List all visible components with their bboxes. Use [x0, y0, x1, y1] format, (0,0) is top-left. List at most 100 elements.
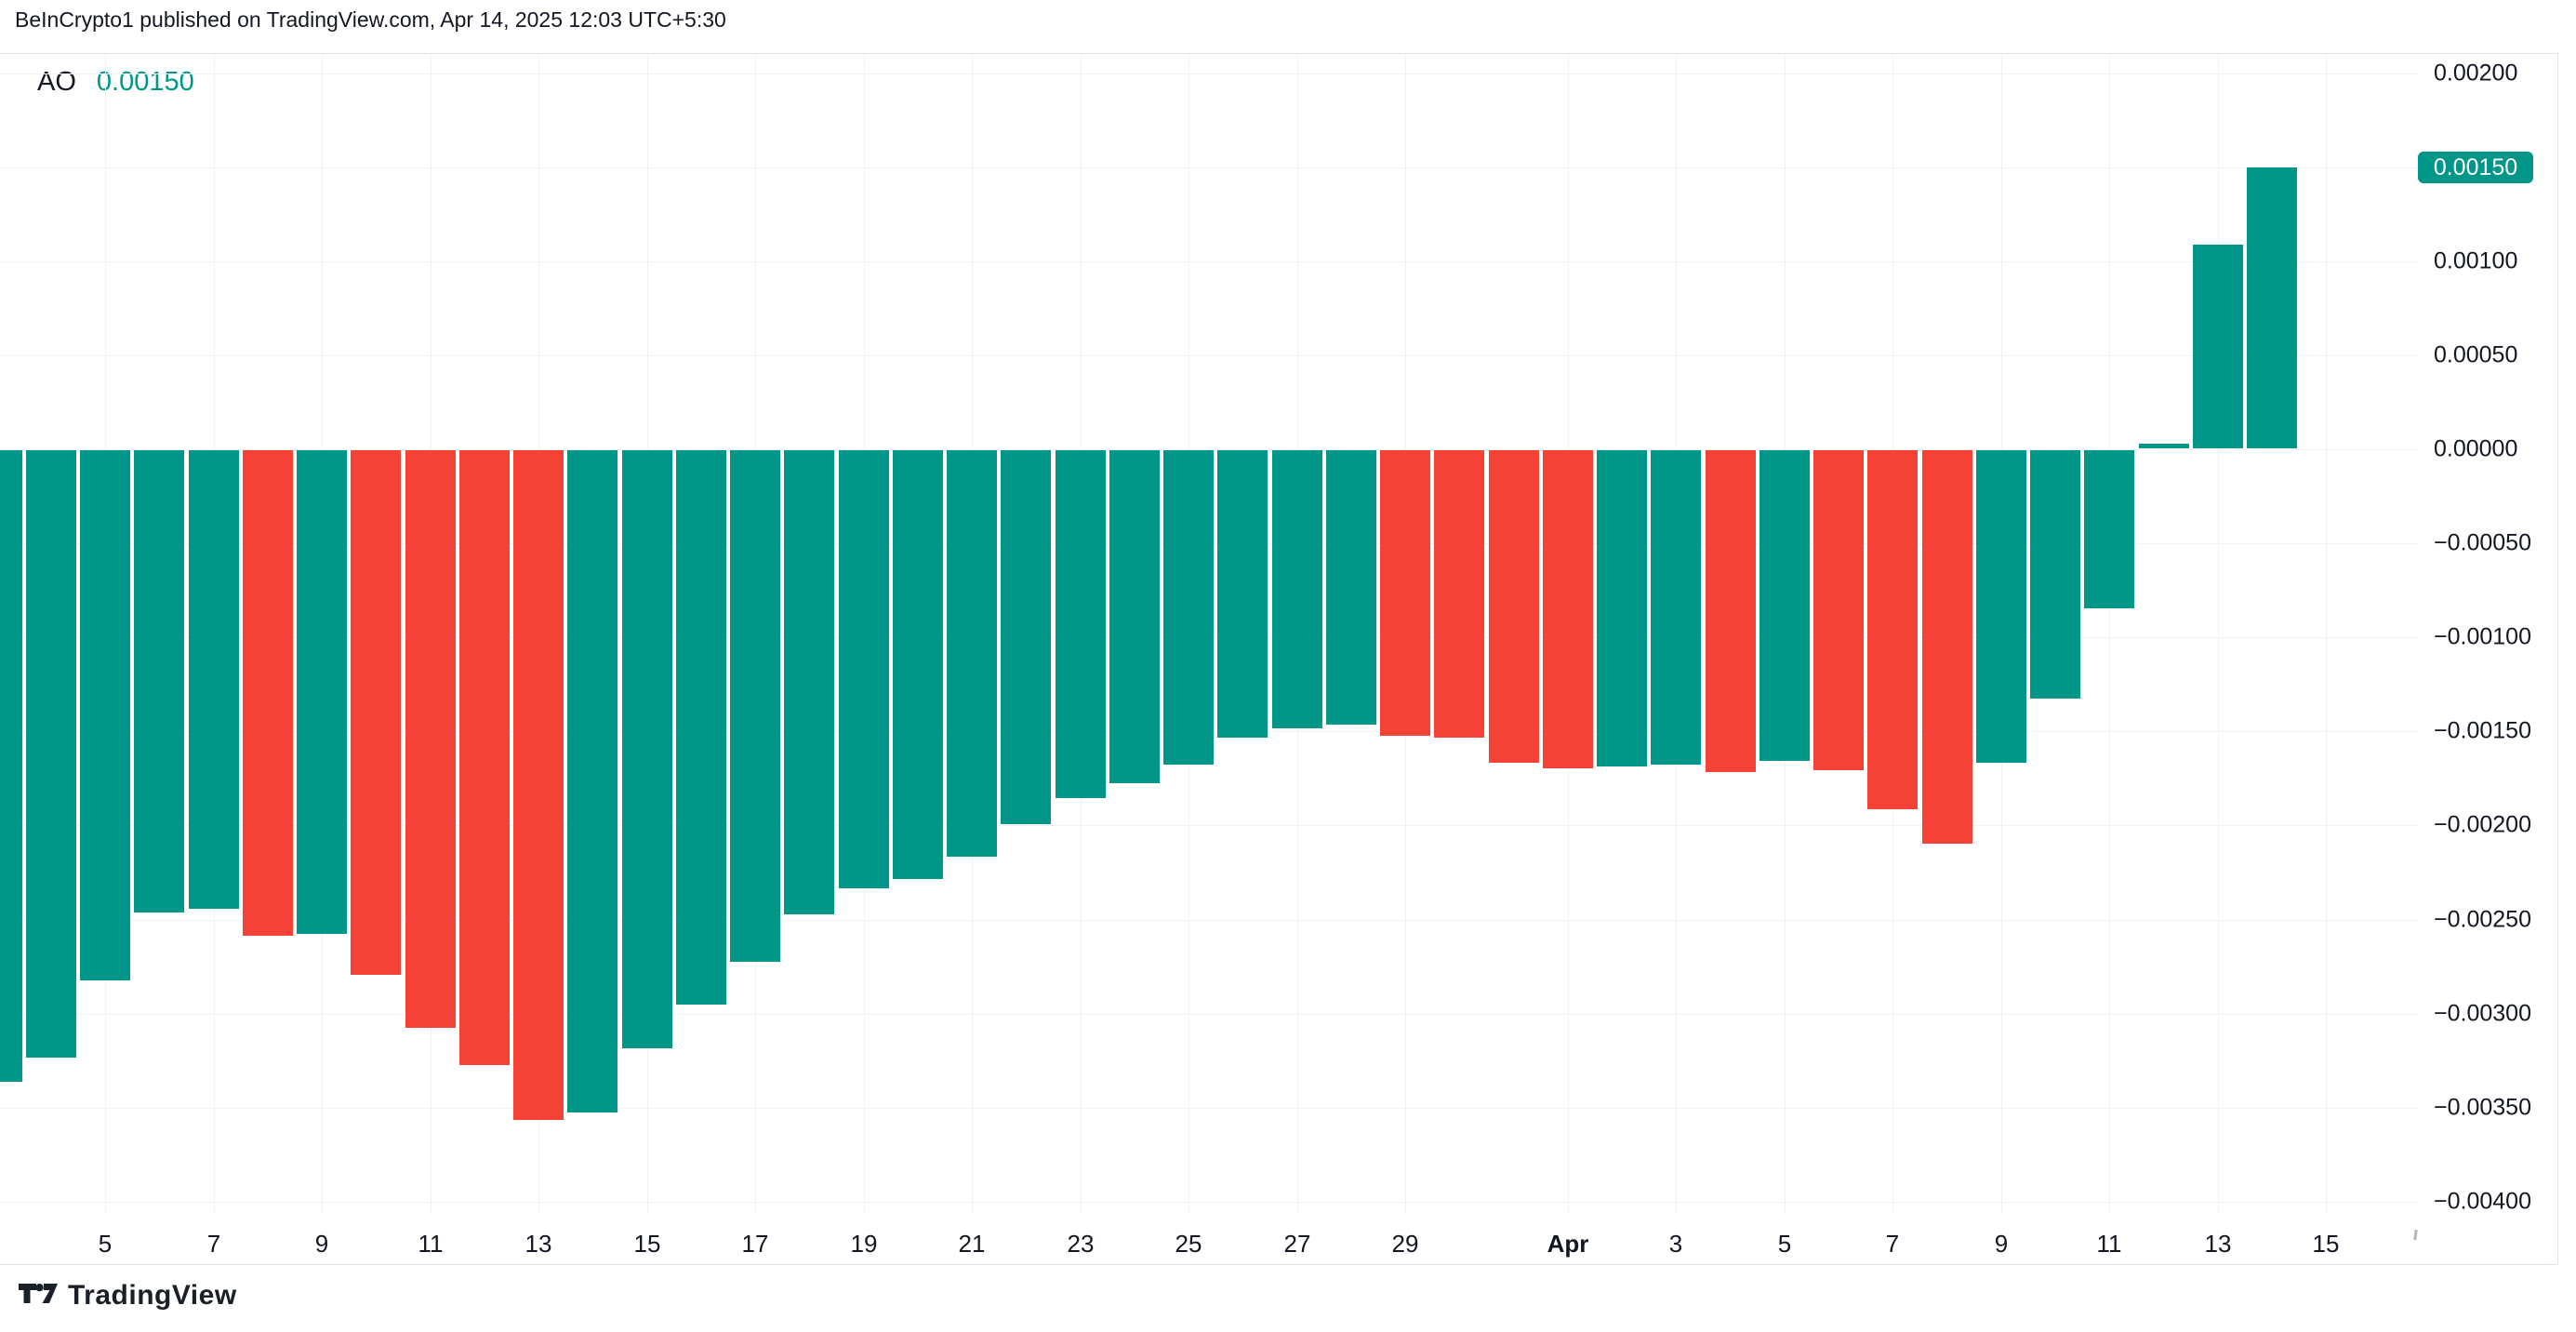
ao-histogram-bar — [2192, 245, 2243, 448]
tradingview-logo-text: TradingView — [68, 1280, 237, 1311]
ao-histogram-bar — [80, 450, 130, 980]
ao-histogram-bar — [297, 450, 347, 934]
ao-histogram-bar — [1759, 450, 1810, 761]
ao-histogram-bar — [1488, 450, 1539, 763]
ao-histogram-bar — [2138, 444, 2189, 448]
ao-histogram-bar — [947, 450, 997, 857]
ao-histogram-bar — [1975, 450, 2026, 763]
ao-histogram-bar — [1163, 450, 1214, 765]
v-gridline — [2218, 54, 2219, 1215]
ao-histogram-bar — [25, 450, 76, 1058]
indicator-legend[interactable]: AO 0.00150 — [37, 67, 194, 98]
price-axis-label: −0.00150 — [2434, 717, 2531, 744]
ao-histogram-bar — [1001, 450, 1052, 824]
time-axis-label: 17 — [741, 1230, 769, 1258]
indicator-last-value: 0.00150 — [96, 67, 194, 97]
h-gridline — [0, 1014, 2418, 1015]
ao-histogram-bar — [1705, 450, 1756, 772]
time-axis-label: 7 — [206, 1230, 221, 1258]
ao-histogram-bar — [1325, 450, 1376, 725]
time-axis-label: 11 — [2096, 1230, 2122, 1258]
ao-histogram-bar — [134, 450, 185, 912]
ao-histogram-bar — [1217, 450, 1268, 738]
ao-histogram-bar — [1380, 450, 1430, 736]
time-axis-label: 29 — [1391, 1230, 1419, 1258]
price-axis-right-border — [2557, 53, 2558, 1264]
time-axis-label: 3 — [1668, 1230, 1683, 1258]
ao-histogram-bar — [567, 450, 618, 1112]
h-gridline — [0, 449, 2418, 450]
tradingview-logo-icon — [19, 1284, 58, 1303]
time-axis-label: 5 — [1777, 1230, 1792, 1258]
time-axis-label: 27 — [1283, 1230, 1311, 1258]
ao-histogram-bar — [1867, 450, 1919, 809]
time-axis-label: 11 — [418, 1230, 444, 1258]
time-axis-label: 23 — [1067, 1230, 1095, 1258]
ao-histogram-bar — [838, 450, 889, 888]
ao-histogram-bar — [513, 450, 564, 1120]
ao-histogram-bar — [621, 450, 672, 1048]
price-axis-label: 0.00100 — [2434, 247, 2518, 274]
time-axis-month-label: Apr — [1547, 1230, 1589, 1258]
ao-histogram-bar — [1813, 450, 1864, 770]
price-axis-label: −0.00350 — [2434, 1094, 2531, 1121]
ao-histogram-bar — [892, 450, 943, 879]
ao-histogram-bar — [1651, 450, 1702, 765]
time-axis-label: 19 — [850, 1230, 878, 1258]
price-axis-label: −0.00050 — [2434, 529, 2531, 556]
indicator-name: AO — [37, 67, 76, 97]
ao-histogram-bar — [2030, 450, 2080, 699]
price-axis-label: 0.00000 — [2434, 435, 2518, 462]
time-axis-label: 13 — [524, 1230, 552, 1258]
price-axis-label: −0.00100 — [2434, 623, 2531, 650]
time-axis-label: 9 — [1994, 1230, 2009, 1258]
ao-histogram-bar — [1597, 450, 1647, 766]
ao-histogram-bar — [0, 450, 22, 1082]
ao-histogram-bar — [675, 450, 726, 1005]
ao-histogram-bar — [1055, 450, 1106, 798]
time-axis-label: 15 — [2312, 1230, 2340, 1258]
chart-attribution-title: BeInCrypto1 published on TradingView.com… — [15, 7, 726, 32]
h-gridline — [0, 1202, 2418, 1203]
price-axis-label: −0.00200 — [2434, 811, 2531, 838]
ao-histogram-bar — [242, 450, 293, 936]
price-axis-label: 0.00200 — [2434, 60, 2518, 87]
price-axis-label: −0.00400 — [2434, 1188, 2531, 1215]
ao-histogram-bar — [2247, 167, 2297, 448]
time-axis-label: 9 — [314, 1230, 329, 1258]
tradingview-logo[interactable]: TradingView — [19, 1280, 237, 1312]
ao-histogram-bar — [784, 450, 835, 914]
price-axis-label: −0.00300 — [2434, 1000, 2531, 1027]
ao-histogram-bar — [1434, 450, 1485, 738]
ao-histogram-bar — [1271, 450, 1322, 728]
ao-histogram-bar — [188, 450, 239, 909]
h-gridline — [0, 1108, 2418, 1109]
time-axis-label: 15 — [633, 1230, 661, 1258]
time-axis-label: 5 — [98, 1230, 113, 1258]
ao-histogram-bar — [1542, 450, 1593, 768]
ao-histogram-bar — [2084, 450, 2135, 608]
ao-histogram-bar — [405, 450, 456, 1028]
ao-histogram-bar — [1109, 450, 1160, 783]
h-gridline — [0, 167, 2418, 168]
h-gridline — [0, 355, 2418, 356]
h-gridline — [0, 261, 2418, 262]
price-axis-label: 0.00050 — [2434, 341, 2518, 368]
price-axis-label: −0.00250 — [2434, 906, 2531, 933]
time-axis-label: 7 — [1885, 1230, 1900, 1258]
time-axis-label: 13 — [2204, 1230, 2232, 1258]
h-gridline — [0, 920, 2418, 921]
ao-histogram-bar — [730, 450, 780, 962]
ao-histogram-bar — [458, 450, 510, 1065]
time-axis-label: 21 — [958, 1230, 986, 1258]
h-gridline — [0, 73, 2418, 74]
ao-histogram-bar — [351, 450, 402, 975]
ao-histogram-bar — [1921, 450, 1972, 844]
h-gridline — [0, 825, 2418, 826]
v-gridline — [2326, 54, 2327, 1215]
time-axis-label: 25 — [1175, 1230, 1202, 1258]
last-value-badge: 0.00150 — [2418, 152, 2533, 183]
v-gridline — [2109, 54, 2110, 1215]
